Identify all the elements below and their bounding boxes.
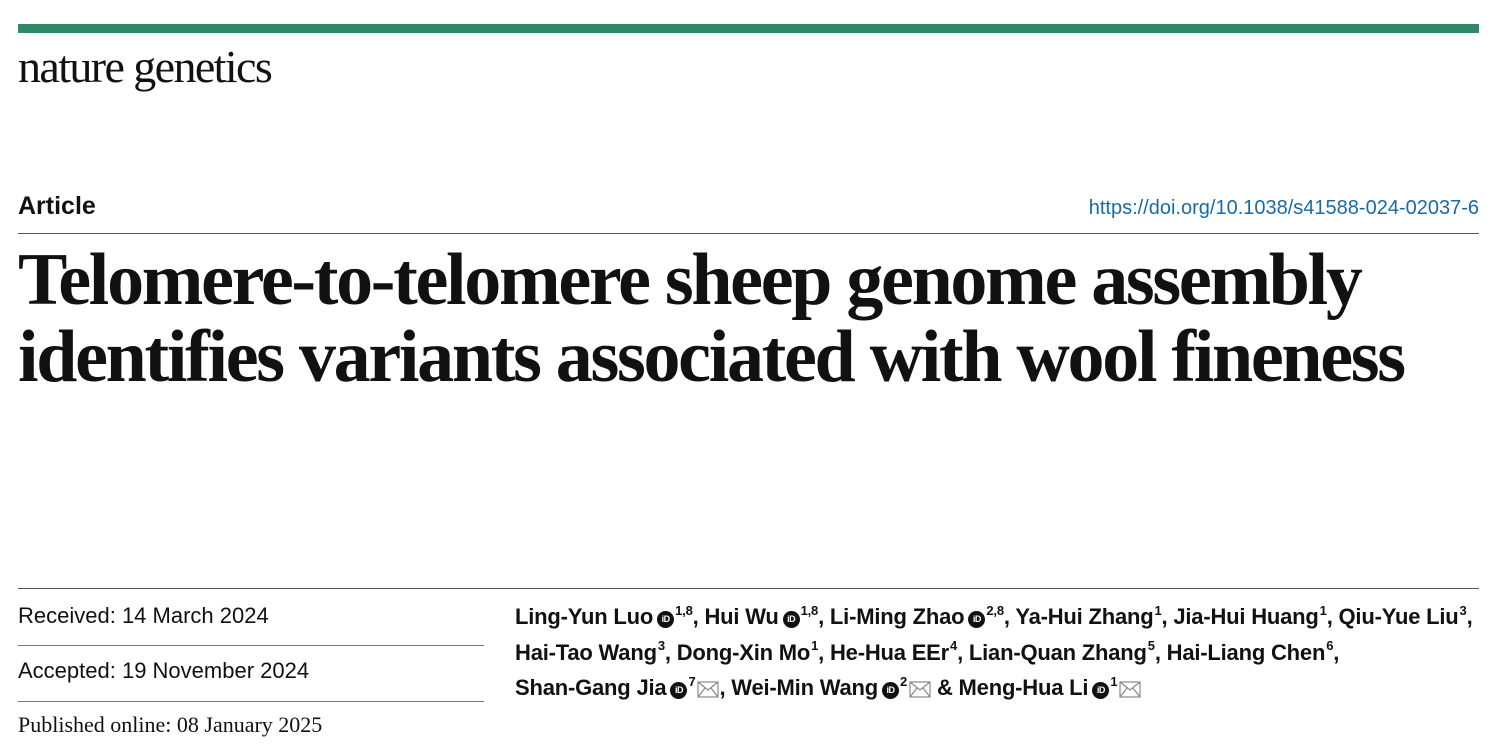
- orcid-icon[interactable]: iD: [968, 611, 986, 628]
- author-item: Qiu-Yue Liu3: [1339, 604, 1467, 629]
- author-item: Li-Ming Zhao iD2,8: [830, 604, 1004, 629]
- author-affiliation: 1,8: [800, 602, 819, 618]
- author-affiliation: 3: [657, 638, 665, 654]
- author-affiliation: 2: [900, 673, 908, 689]
- author-name[interactable]: Dong-Xin Mo: [676, 639, 811, 665]
- header-divider: [18, 233, 1479, 234]
- author-item: He-Hua EEr4: [829, 638, 958, 665]
- author-affiliation: 1: [1319, 602, 1327, 618]
- accepted-date: Accepted: 19 November 2024: [18, 658, 310, 683]
- author-item: Dong-Xin Mo1: [676, 638, 819, 665]
- author-affiliation: 1: [1110, 673, 1118, 689]
- article-type-label: Article: [18, 192, 96, 220]
- author-affiliation: 1,8: [675, 602, 693, 618]
- published-date: Published online: 08 January 2025: [18, 712, 323, 737]
- author-list: Ling-Yun Luo iD1,8, Hui Wu iD1,8, Li-Ming …: [515, 602, 1473, 700]
- journal-accent-bar: [18, 24, 1479, 33]
- envelope-icon[interactable]: [909, 681, 931, 698]
- author-name[interactable]: Ya-Hui Zhang: [1015, 604, 1154, 629]
- journal-logo[interactable]: nature genetics: [18, 41, 273, 92]
- author-affiliation: 4: [950, 638, 958, 654]
- author-name[interactable]: He-Hua EEr: [829, 639, 950, 665]
- author-affiliation: 2,8: [986, 602, 1004, 618]
- author-affiliation: 7: [688, 673, 696, 689]
- envelope-icon[interactable]: [697, 681, 720, 698]
- orcid-icon[interactable]: iD: [670, 682, 688, 699]
- orcid-icon[interactable]: iD: [782, 611, 800, 628]
- author-item: Hai-Tao Wang3: [515, 638, 665, 665]
- author-name[interactable]: Hai-Tao Wang: [515, 639, 657, 665]
- envelope-icon[interactable]: [1119, 681, 1141, 698]
- doi-link[interactable]: https://doi.org/10.1038/s41588-024-02037…: [1088, 197, 1479, 219]
- author-item: Wei-Min Wang iD2: [731, 675, 931, 700]
- author-item: Hai-Liang Chen6: [1166, 638, 1334, 665]
- author-item: Shan-Gang Jia iD7: [515, 673, 720, 700]
- metadata-divider: [18, 588, 1479, 589]
- author-name[interactable]: Shan-Gang Jia: [515, 675, 667, 700]
- author-affiliation: 1: [1154, 602, 1162, 618]
- author-affiliation: 3: [1459, 602, 1467, 618]
- author-name[interactable]: Wei-Min Wang: [731, 675, 878, 700]
- article-title: Telomere-to-telomere sheep genome assemb…: [18, 239, 1406, 398]
- author-item: Hui Wu iD1,8: [704, 604, 818, 629]
- date-divider: [18, 645, 484, 646]
- received-date: Received: 14 March 2024: [18, 603, 269, 628]
- author-name[interactable]: Meng-Hua Li: [958, 675, 1089, 700]
- orcid-icon[interactable]: iD: [882, 682, 899, 699]
- date-divider: [18, 701, 484, 702]
- author-item: Jia-Hui Huang1: [1173, 602, 1327, 629]
- author-item: Meng-Hua Li iD1: [959, 675, 1142, 700]
- author-name[interactable]: Hai-Liang Chen: [1166, 639, 1326, 665]
- orcid-icon[interactable]: iD: [657, 611, 675, 628]
- author-affiliation: 6: [1326, 638, 1334, 654]
- author-affiliation: 5: [1147, 638, 1155, 654]
- author-name[interactable]: Jia-Hui Huang: [1173, 604, 1319, 629]
- author-item: Ya-Hui Zhang1: [1015, 604, 1161, 629]
- author-name[interactable]: Lian-Quan Zhang: [968, 639, 1147, 665]
- orcid-icon[interactable]: iD: [1092, 682, 1110, 699]
- author-item: Ling-Yun Luo iD1,8: [515, 604, 693, 629]
- author-name[interactable]: Hui Wu: [704, 604, 779, 629]
- author-name[interactable]: Li-Ming Zhao: [829, 604, 965, 629]
- author-name[interactable]: Ling-Yun Luo: [515, 604, 654, 629]
- author-affiliation: 1: [811, 638, 819, 654]
- author-name[interactable]: Qiu-Yue Liu: [1338, 604, 1459, 629]
- author-item: Lian-Quan Zhang5: [968, 638, 1155, 665]
